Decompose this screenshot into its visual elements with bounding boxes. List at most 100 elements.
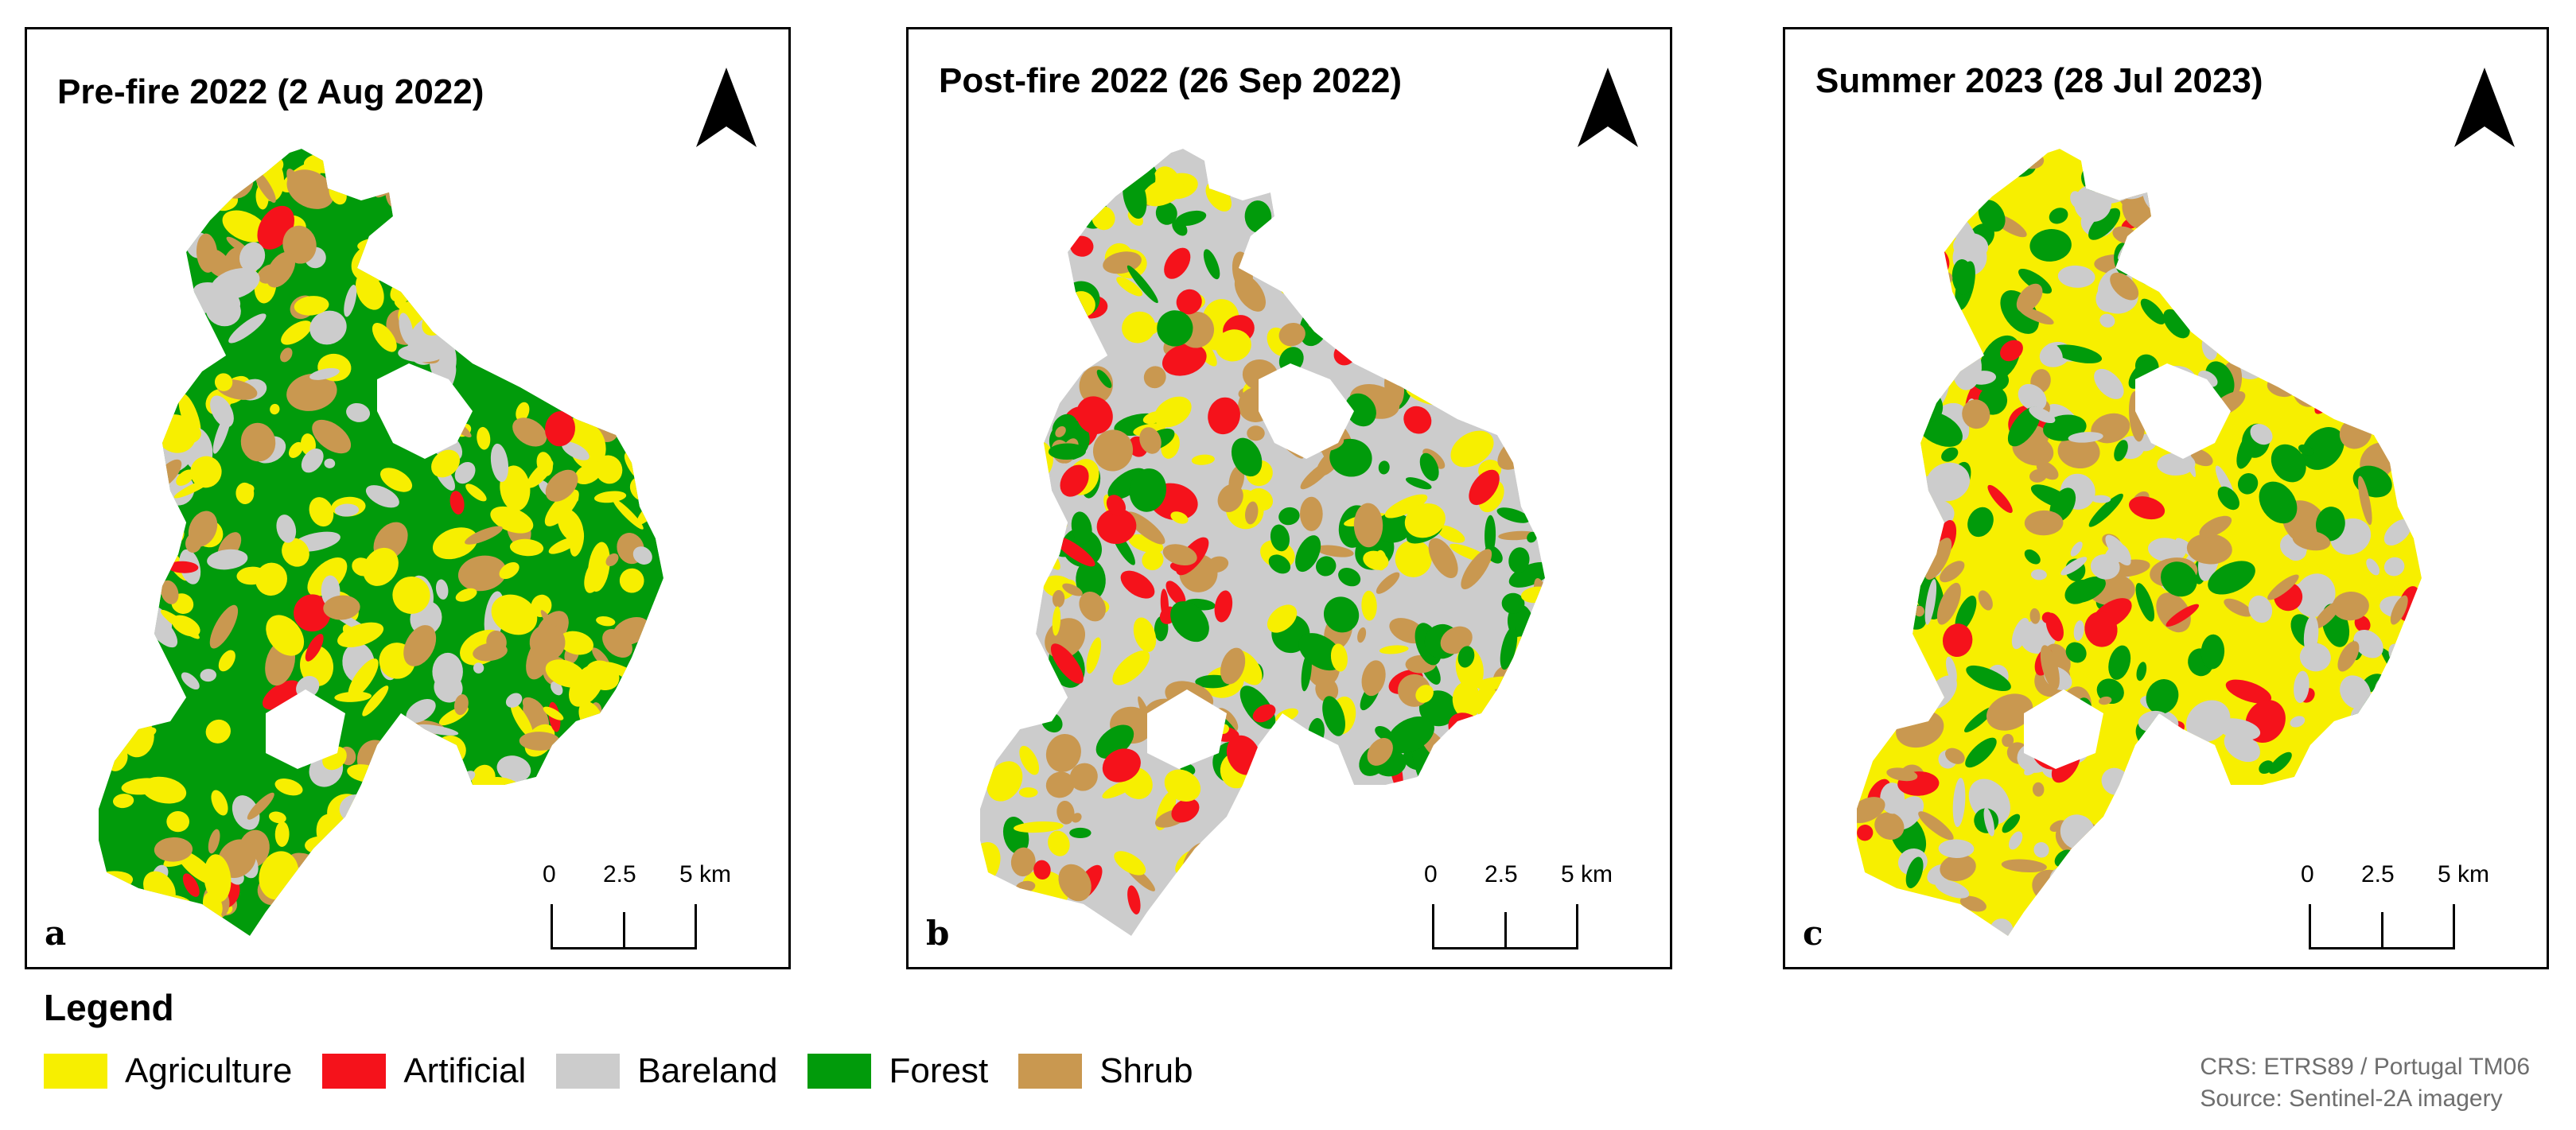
land-cover-patch: [580, 744, 607, 766]
land-cover-patch: [1534, 192, 1545, 223]
land-cover-patch: [99, 318, 115, 339]
land-cover-patch: [980, 623, 993, 647]
land-cover-patch: [1862, 889, 1873, 924]
land-cover-patch: [1387, 716, 1434, 754]
land-cover-patch: [983, 442, 997, 460]
land-cover-patch: [2029, 608, 2041, 624]
land-cover-patch: [2135, 583, 2155, 622]
land-cover-patch: [1310, 773, 1324, 815]
land-cover-patch: [519, 938, 535, 948]
land-cover-patch: [983, 268, 1005, 297]
land-cover-patch: [416, 839, 465, 864]
land-cover-patch: [2297, 329, 2339, 363]
land-cover-patch: [620, 223, 652, 254]
land-cover-patch: [1488, 247, 1533, 273]
land-cover-patch: [218, 650, 235, 672]
land-cover-patch: [2268, 751, 2292, 775]
land-cover-patch: [2029, 229, 2072, 262]
land-cover-patch: [1924, 579, 1937, 625]
land-cover-patch: [2230, 322, 2267, 352]
land-cover-patch: [368, 242, 396, 266]
land-cover-patch: [1951, 258, 1974, 295]
scale-label-5km: 5 km: [1561, 861, 1613, 887]
land-cover-patch: [1191, 454, 1215, 465]
land-cover-patch: [1937, 175, 1971, 210]
land-cover-patch: [588, 806, 608, 833]
land-cover-patch: [2057, 434, 2100, 469]
land-cover-patch: [1142, 549, 1164, 571]
land-cover-patch: [2389, 246, 2411, 273]
land-cover-patch: [1378, 322, 1391, 349]
land-cover-patch: [1267, 922, 1311, 936]
land-cover-patch: [2018, 383, 2047, 411]
land-cover-patch: [254, 170, 276, 203]
land-cover-patch: [301, 448, 324, 473]
land-cover-patch: [1233, 919, 1261, 936]
land-cover-patch: [1344, 893, 1364, 918]
land-cover-patch: [1361, 660, 1386, 697]
land-cover-patch: [2415, 375, 2422, 404]
land-cover-patch: [2415, 289, 2422, 303]
land-cover-patch: [620, 765, 660, 814]
land-cover-patch: [134, 642, 153, 661]
land-cover-patch: [2332, 591, 2369, 621]
land-cover-patch: [1045, 734, 1081, 772]
land-cover-patch: [1378, 460, 1390, 475]
land-cover-patch: [1343, 332, 1390, 349]
land-cover-patch: [1877, 549, 1905, 577]
land-cover-patch: [1280, 744, 1321, 763]
land-cover-patch: [1496, 507, 1531, 523]
land-cover-patch: [2156, 592, 2191, 633]
land-cover-patch: [1338, 568, 1361, 587]
land-cover-patch: [1498, 358, 1520, 401]
land-cover-patch: [1175, 210, 1207, 227]
land-cover-patch: [2002, 733, 2014, 748]
land-cover-patch: [321, 914, 341, 927]
land-cover-patch: [1938, 839, 1975, 858]
land-cover-patch: [1415, 685, 1434, 703]
land-cover-patch: [1495, 405, 1512, 415]
land-cover-patch: [346, 402, 371, 422]
land-cover-patch: [1344, 393, 1376, 427]
land-cover-patch: [1462, 771, 1477, 786]
land-cover-patch: [1866, 421, 1887, 447]
land-cover-patch: [1270, 814, 1307, 841]
land-cover-patch: [1285, 740, 1317, 759]
land-cover-patch: [2417, 367, 2422, 414]
land-cover-patch: [433, 792, 464, 821]
land-cover-patch: [2344, 744, 2370, 771]
land-cover-patch: [1322, 696, 1345, 736]
land-cover-patch: [2213, 918, 2240, 936]
land-cover-patch: [2065, 642, 2087, 663]
land-cover-patch: [99, 741, 111, 764]
land-cover-patch: [513, 305, 523, 332]
land-cover-patch: [1419, 452, 1439, 481]
land-cover-patch: [643, 456, 663, 469]
legend-label: Agriculture: [125, 1051, 293, 1090]
land-cover-patch: [1428, 538, 1458, 578]
land-cover-patch: [2202, 219, 2237, 258]
land-cover-patch: [1407, 337, 1430, 378]
land-cover-patch: [1880, 782, 1905, 814]
land-cover-patch: [2368, 394, 2387, 431]
land-cover-patch: [363, 547, 399, 586]
scale-bar: 0 2.5 5 km: [1418, 861, 1613, 949]
land-cover-patch: [2348, 263, 2380, 301]
land-cover-patch: [1500, 626, 1518, 670]
land-cover-patch: [2231, 171, 2259, 200]
land-cover-patch: [1450, 430, 1494, 468]
land-cover-patch: [1037, 534, 1064, 545]
land-cover-patch: [2209, 252, 2220, 293]
land-cover-patch: [1466, 761, 1500, 795]
land-cover-patch: [1048, 443, 1087, 460]
map-credits: CRS: ETRS89 / Portugal TM06 Source: Sent…: [2200, 1051, 2530, 1115]
land-cover-patch: [2259, 481, 2298, 524]
land-cover-patch: [1432, 149, 1453, 179]
land-cover-patch: [1308, 308, 1350, 328]
land-cover-patch: [408, 149, 446, 181]
land-cover-patch: [512, 417, 547, 447]
land-cover-patch: [145, 658, 165, 680]
land-cover-patch: [1018, 379, 1038, 416]
land-cover-patch: [998, 340, 1012, 353]
land-cover-patch: [1525, 336, 1545, 371]
